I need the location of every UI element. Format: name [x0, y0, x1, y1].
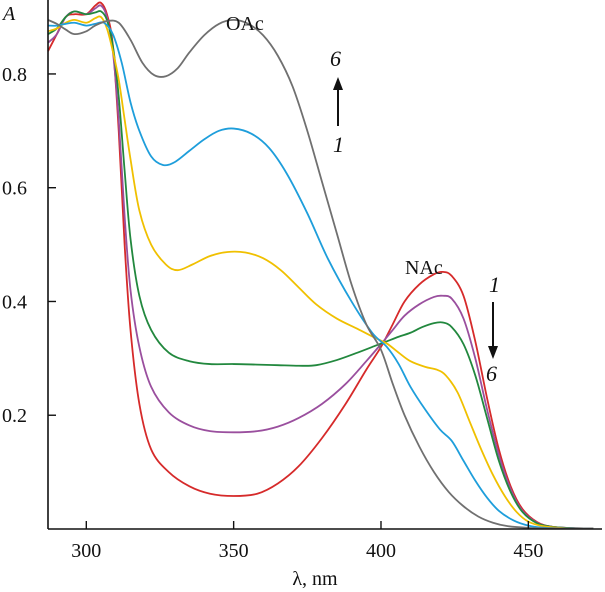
up-arrow-icon [333, 77, 343, 90]
x-tick-label: 400 [366, 540, 396, 562]
x-tick-label: 350 [219, 540, 249, 562]
axis-ticks: 300 350 400 450 0.2 0.4 0.6 0.8 [2, 64, 543, 562]
y-tick-label: 0.8 [2, 64, 27, 86]
x-tick-label: 300 [71, 540, 101, 562]
y-tick-label: 0.2 [2, 405, 27, 427]
series-line-5 [47, 21, 594, 530]
y-axis-label: A [1, 3, 16, 25]
left-arrow-top-number: 6 [330, 46, 341, 71]
series-line-1 [47, 1, 594, 530]
nac-label: NAc [405, 257, 443, 279]
series-curves [47, 1, 594, 530]
right-arrow-top-number: 1 [489, 272, 500, 297]
series-line-2 [47, 4, 594, 530]
series-line-6 [47, 19, 594, 530]
x-tick-label: 450 [513, 540, 543, 562]
x-axis-label: λ, nm [292, 568, 338, 590]
series-line-4 [47, 15, 594, 530]
series-line-3 [47, 10, 594, 530]
down-arrow-icon [488, 346, 498, 359]
right-arrow-bottom-number: 6 [486, 361, 497, 386]
oac-label: OAc [226, 13, 264, 35]
y-tick-label: 0.4 [2, 291, 27, 313]
y-tick-label: 0.6 [2, 178, 27, 200]
left-arrow-bottom-number: 1 [333, 132, 344, 157]
